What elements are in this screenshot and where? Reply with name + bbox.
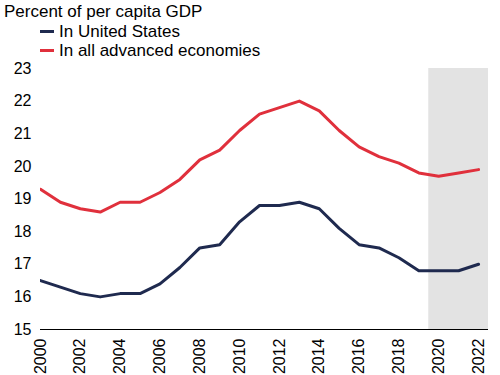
html-text:Percent of per capita GDP: Percent of per capita GDP [4, 2, 203, 21]
svg-text:2006: 2006 [151, 338, 168, 374]
svg-text:16: 16 [14, 288, 32, 305]
svg-text:2010: 2010 [231, 338, 248, 374]
html-text:In all advanced economies: In all advanced economies [59, 41, 261, 60]
html-text:In United States: In United States [59, 22, 180, 41]
svg-text:2014: 2014 [310, 338, 327, 374]
svg-text:2016: 2016 [350, 338, 367, 374]
svg-text:17: 17 [14, 255, 32, 272]
svg-text:2022: 2022 [470, 338, 487, 374]
svg-text:15: 15 [14, 321, 32, 338]
svg-text:2012: 2012 [271, 338, 288, 374]
svg-text:2002: 2002 [71, 338, 88, 374]
svg-text:2020: 2020 [430, 338, 447, 374]
svg-text:20: 20 [14, 157, 32, 174]
svg-text:2008: 2008 [191, 338, 208, 374]
svg-text:18: 18 [14, 223, 32, 240]
svg-text:21: 21 [14, 125, 32, 142]
svg-text:2004: 2004 [111, 338, 128, 374]
svg-text:2000: 2000 [32, 338, 49, 374]
svg-text:23: 23 [14, 60, 32, 77]
svg-text:2018: 2018 [390, 338, 407, 374]
svg-text:19: 19 [14, 190, 32, 207]
svg-text:22: 22 [14, 92, 32, 109]
